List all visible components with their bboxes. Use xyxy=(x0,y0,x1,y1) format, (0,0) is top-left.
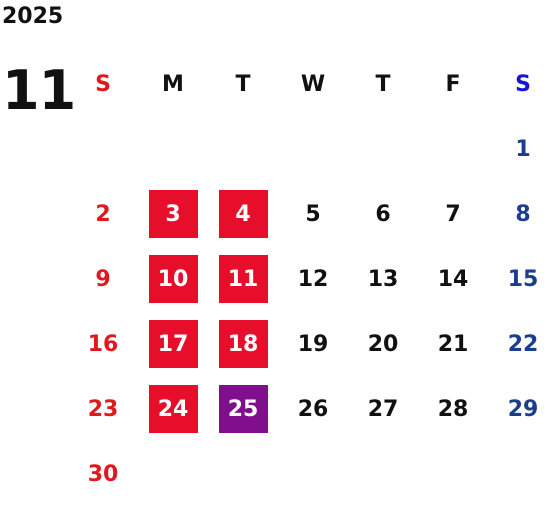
weekday-header-tuesday: T xyxy=(235,71,251,97)
empty-day-cell xyxy=(488,442,548,506)
day-cell[interactable]: 13 xyxy=(348,247,418,311)
day-cell[interactable]: 26 xyxy=(278,377,348,441)
day-cell[interactable]: 12 xyxy=(278,247,348,311)
weekday-header-wednesday: W xyxy=(300,71,326,97)
weekday-header-saturday: S xyxy=(515,71,531,97)
day-cell[interactable]: 11 xyxy=(208,247,278,311)
day-number: 13 xyxy=(367,266,399,292)
day-number: 5 xyxy=(305,201,321,227)
day-cell[interactable]: 29 xyxy=(488,377,548,441)
day-number: 6 xyxy=(375,201,391,227)
day-number: 7 xyxy=(445,201,461,227)
highlighted-day-number: 4 xyxy=(218,190,268,238)
day-cell[interactable]: 2 xyxy=(68,182,138,246)
day-number: 1 xyxy=(515,136,531,162)
highlighted-day-number: 17 xyxy=(148,320,198,368)
day-cell[interactable]: 30 xyxy=(68,442,138,506)
day-cell[interactable]: 18 xyxy=(208,312,278,376)
day-cell[interactable]: 21 xyxy=(418,312,488,376)
day-cell[interactable]: 27 xyxy=(348,377,418,441)
empty-day-cell xyxy=(348,442,418,506)
week-row: 23 24 25 26 27 28 29 xyxy=(68,377,548,441)
day-cell[interactable]: 20 xyxy=(348,312,418,376)
day-number: 2 xyxy=(95,201,111,227)
day-cell[interactable]: 1 xyxy=(488,117,548,181)
weekday-header-monday: M xyxy=(162,71,184,97)
day-cell[interactable]: 28 xyxy=(418,377,488,441)
day-cell[interactable]: 4 xyxy=(208,182,278,246)
week-row: 30 xyxy=(68,442,548,506)
day-cell[interactable]: 3 xyxy=(138,182,208,246)
day-cell[interactable]: 23 xyxy=(68,377,138,441)
day-number: 23 xyxy=(87,396,119,422)
empty-day-cell xyxy=(278,442,348,506)
empty-day-cell xyxy=(138,117,208,181)
week-row: 16 17 18 19 20 21 22 xyxy=(68,312,548,376)
day-number: 15 xyxy=(507,266,539,292)
empty-day-cell xyxy=(348,117,418,181)
day-number: 8 xyxy=(515,201,531,227)
day-number: 12 xyxy=(297,266,329,292)
highlighted-day-number: 3 xyxy=(148,190,198,238)
day-number: 22 xyxy=(507,331,539,357)
day-number: 29 xyxy=(507,396,539,422)
empty-day-cell xyxy=(208,442,278,506)
highlighted-day-number: 24 xyxy=(148,385,198,433)
weekday-header-row: S M T W T F S xyxy=(68,52,548,116)
day-number: 21 xyxy=(437,331,469,357)
day-number: 14 xyxy=(437,266,469,292)
weekday-header-friday: F xyxy=(445,71,461,97)
weekday-header-sunday: S xyxy=(95,71,111,97)
day-cell[interactable]: 25 xyxy=(208,377,278,441)
day-number: 9 xyxy=(95,266,111,292)
day-cell[interactable]: 7 xyxy=(418,182,488,246)
day-number: 30 xyxy=(87,461,119,487)
year-label: 2025 xyxy=(2,4,64,29)
empty-day-cell xyxy=(418,117,488,181)
day-cell[interactable]: 16 xyxy=(68,312,138,376)
day-cell[interactable]: 10 xyxy=(138,247,208,311)
empty-day-cell xyxy=(138,442,208,506)
day-cell[interactable]: 5 xyxy=(278,182,348,246)
day-number: 16 xyxy=(87,331,119,357)
day-number: 19 xyxy=(297,331,329,357)
day-number: 26 xyxy=(297,396,329,422)
empty-day-cell xyxy=(418,442,488,506)
empty-day-cell xyxy=(68,117,138,181)
week-row: 1 xyxy=(68,117,548,181)
day-number: 28 xyxy=(437,396,469,422)
day-cell[interactable]: 22 xyxy=(488,312,548,376)
highlighted-day-number: 10 xyxy=(148,255,198,303)
day-cell[interactable]: 17 xyxy=(138,312,208,376)
day-cell[interactable]: 24 xyxy=(138,377,208,441)
empty-day-cell xyxy=(208,117,278,181)
day-number: 20 xyxy=(367,331,399,357)
day-cell[interactable]: 8 xyxy=(488,182,548,246)
empty-day-cell xyxy=(278,117,348,181)
day-cell[interactable]: 19 xyxy=(278,312,348,376)
current-day-number: 25 xyxy=(218,385,268,433)
day-number: 27 xyxy=(367,396,399,422)
highlighted-day-number: 18 xyxy=(218,320,268,368)
highlighted-day-number: 11 xyxy=(218,255,268,303)
day-cell[interactable]: 6 xyxy=(348,182,418,246)
month-label: 11 xyxy=(2,59,76,122)
week-row: 9 10 11 12 13 14 15 xyxy=(68,247,548,311)
weekday-header-thursday: T xyxy=(375,71,391,97)
day-cell[interactable]: 9 xyxy=(68,247,138,311)
day-cell[interactable]: 14 xyxy=(418,247,488,311)
day-cell[interactable]: 15 xyxy=(488,247,548,311)
